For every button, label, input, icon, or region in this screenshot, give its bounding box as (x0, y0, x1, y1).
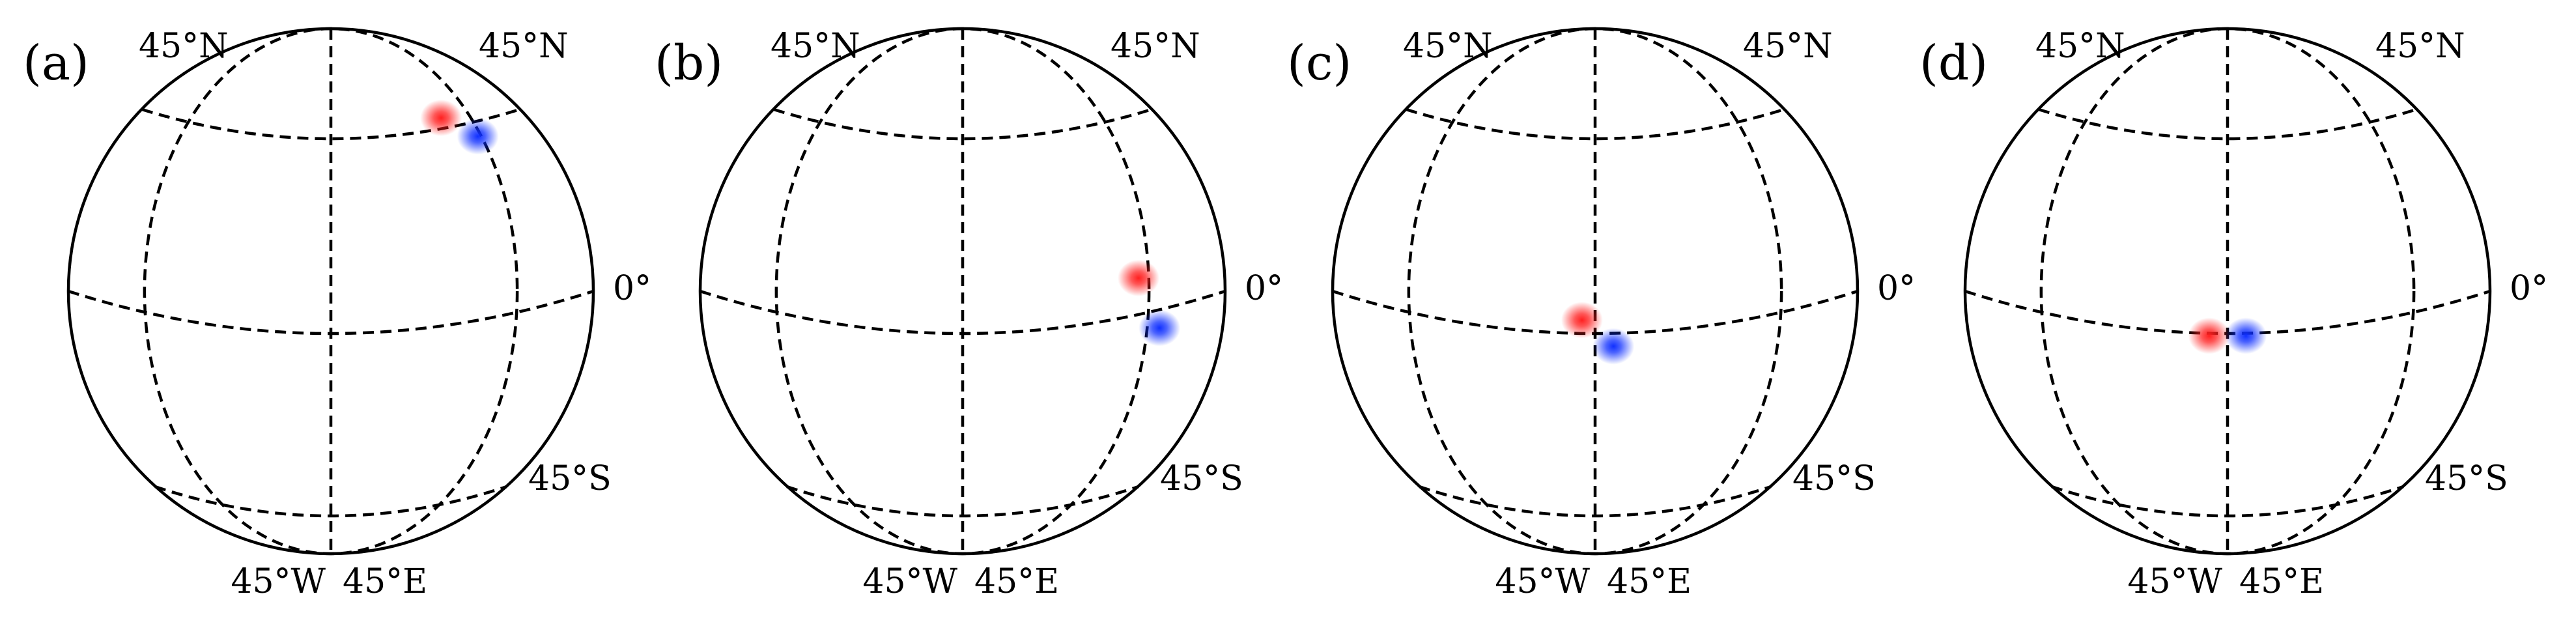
label-45e: 45°E (974, 562, 1059, 601)
globe-outline (1963, 27, 2492, 556)
label-45e: 45°E (2239, 562, 2324, 601)
panel-d: (d) 45°N 45°N 0° 45°S 45°W 45°E (1919, 27, 2548, 601)
parallel-45n (773, 107, 1152, 141)
label-45n-left: 45°N (2035, 27, 2125, 66)
red-spot (1561, 302, 1603, 339)
label-equator: 0° (613, 269, 651, 308)
blue-spot (2225, 317, 2267, 354)
panel-label: (b) (655, 35, 723, 91)
label-45s: 45°S (2425, 459, 2508, 498)
label-equator: 0° (2510, 269, 2548, 308)
label-45s: 45°S (1160, 459, 1243, 498)
blue-spot (1592, 328, 1635, 365)
panel-label: (d) (1919, 35, 1988, 91)
panel-b: (b) 45°N 45°N 0° 45°S 45°W 45°E (655, 27, 1283, 601)
label-45n-left: 45°N (1403, 27, 1493, 66)
label-45w: 45°W (1495, 562, 1590, 601)
red-spot (1118, 259, 1160, 296)
red-spot (2188, 317, 2230, 354)
label-45e: 45°E (343, 562, 427, 601)
label-45n-right: 45°N (2375, 27, 2465, 66)
red-spot (420, 100, 462, 137)
panel-label: (a) (23, 35, 89, 91)
globe-outline (1331, 27, 1860, 556)
parallel-45s (786, 485, 1139, 518)
parallel-45n (1406, 107, 1785, 141)
parallel-45n (141, 107, 520, 141)
label-45e: 45°E (1607, 562, 1691, 601)
globe-outline (66, 27, 595, 556)
label-45n-left: 45°N (139, 27, 229, 66)
parallel-45s (154, 485, 507, 518)
label-45n-left: 45°N (771, 27, 860, 66)
parallel-45s (2051, 485, 2404, 518)
label-45w: 45°W (231, 562, 326, 601)
label-equator: 0° (1245, 269, 1283, 308)
label-45s: 45°S (1792, 459, 1876, 498)
panel-a: (a) 45°N 45°N 0° 45°S 45°W 45°E (23, 27, 651, 601)
label-45n-right: 45°N (1111, 27, 1200, 66)
equator-line (68, 289, 594, 335)
label-45w: 45°W (2127, 562, 2222, 601)
blue-spot (1139, 309, 1181, 347)
label-45n-right: 45°N (1743, 27, 1833, 66)
parallel-45n (2038, 107, 2417, 141)
panel-label: (c) (1287, 35, 1352, 91)
equator-line (700, 289, 1226, 335)
globe-outline (698, 27, 1227, 556)
label-equator: 0° (1877, 269, 1916, 308)
label-45s: 45°S (528, 459, 612, 498)
blue-spot (457, 118, 499, 155)
label-45w: 45°W (862, 562, 957, 601)
parallel-45s (1419, 485, 1772, 518)
panel-c: (c) 45°N 45°N 0° 45°S 45°W 45°E (1287, 27, 1916, 601)
label-45n-right: 45°N (479, 27, 569, 66)
